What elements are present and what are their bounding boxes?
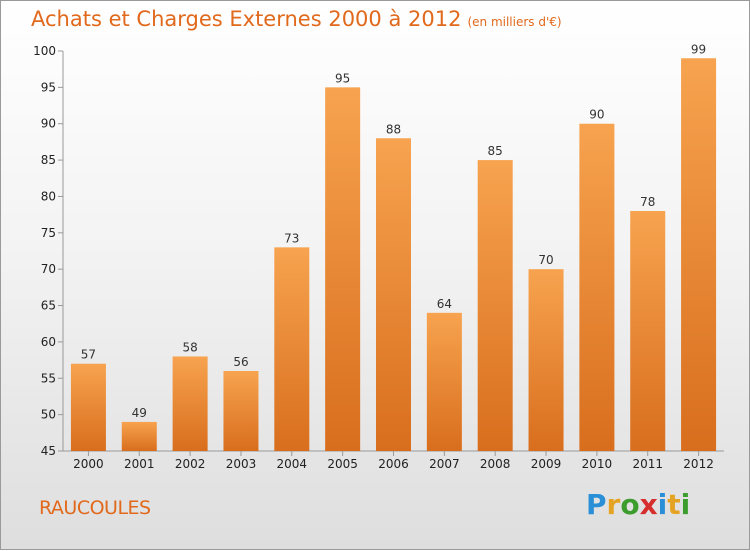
bar [223, 371, 259, 451]
bar-value-label: 85 [488, 144, 503, 158]
city-name: RAUCOULES [39, 497, 151, 519]
bar-value-label: 90 [589, 108, 604, 122]
bar [121, 421, 157, 451]
bar-value-label: 88 [386, 122, 401, 136]
x-tick-label: 2011 [632, 457, 663, 471]
y-tick-label: 80 [41, 189, 56, 203]
bar-value-label: 64 [437, 297, 452, 311]
bar [376, 138, 411, 452]
x-tick-label: 2003 [226, 457, 257, 471]
chart-title-block: Achats et Charges Externes 2000 à 2012 (e… [31, 7, 562, 31]
bar-value-label: 57 [81, 348, 96, 362]
x-tick-label: 2008 [480, 457, 511, 471]
bar-value-label: 73 [284, 231, 299, 245]
x-tick-label: 2012 [683, 457, 714, 471]
bar [528, 269, 564, 451]
bar-value-label: 49 [132, 406, 147, 420]
y-tick-label: 85 [41, 153, 56, 167]
bar-value-label: 70 [538, 253, 553, 267]
x-tick-label: 2001 [124, 457, 155, 471]
y-tick-label: 90 [41, 117, 56, 131]
x-tick-label: 2000 [73, 457, 104, 471]
bar [325, 87, 361, 451]
bar-value-label: 95 [335, 71, 350, 85]
bar-value-label: 56 [233, 355, 248, 369]
chart-subtitle: (en milliers d'€) [467, 15, 562, 29]
x-tick-label: 2004 [277, 457, 308, 471]
bar [274, 247, 310, 451]
x-tick-label: 2009 [531, 457, 562, 471]
bar [172, 356, 208, 451]
chart-title: Achats et Charges Externes 2000 à 2012 [31, 7, 462, 31]
bar-value-label: 78 [640, 195, 655, 209]
y-tick-label: 50 [41, 408, 56, 422]
bar [426, 312, 462, 451]
y-tick-label: 75 [41, 226, 56, 240]
bar [681, 58, 717, 451]
x-tick-label: 2006 [378, 457, 409, 471]
bar [579, 123, 615, 452]
x-tick-label: 2002 [175, 457, 206, 471]
y-tick-label: 65 [41, 299, 56, 313]
y-tick-label: 100 [33, 44, 56, 58]
bar [70, 363, 106, 451]
x-tick-label: 2007 [429, 457, 460, 471]
y-tick-label: 45 [41, 444, 56, 458]
y-tick-label: 55 [41, 371, 56, 385]
y-tick-label: 60 [41, 335, 56, 349]
bar [630, 211, 666, 451]
bar-value-label: 58 [182, 340, 197, 354]
bar [477, 160, 513, 451]
x-tick-label: 2010 [582, 457, 613, 471]
x-tick-label: 2005 [327, 457, 358, 471]
y-tick-label: 95 [41, 80, 56, 94]
bar-value-label: 99 [691, 42, 706, 56]
proxiti-logo: Proxiti [586, 488, 691, 521]
y-tick-label: 70 [41, 262, 56, 276]
